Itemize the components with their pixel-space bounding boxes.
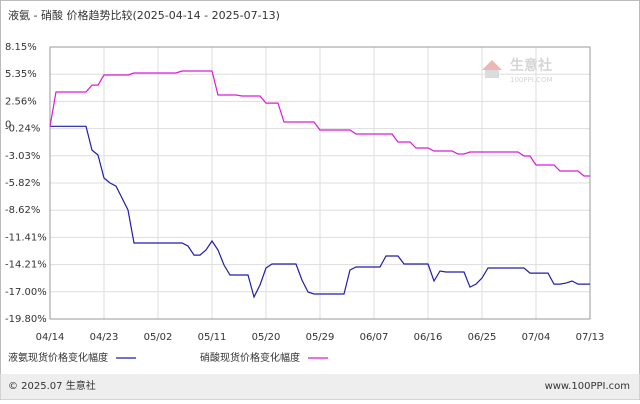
plot-border xyxy=(49,46,591,320)
x-tick-label: 06/25 xyxy=(468,332,497,343)
x-tick-label: 05/02 xyxy=(144,332,173,343)
x-tick-label: 05/11 xyxy=(198,332,227,343)
footer-right: www.100PPI.com xyxy=(545,381,630,392)
chart-title: 液氨 - 硝酸 价格趋势比较(2025-04-14 - 2025-07-13) xyxy=(8,8,280,22)
x-tick-label: 05/29 xyxy=(306,332,335,343)
legend-label: 液氨现货价格变化幅度 xyxy=(8,351,108,364)
x-tick-label: 05/20 xyxy=(252,332,281,343)
x-tick-label: 06/16 xyxy=(414,332,443,343)
x-tick-label: 06/07 xyxy=(360,332,389,343)
footer-left: © 2025.07 生意社 xyxy=(8,379,96,392)
x-tick-label: 04/23 xyxy=(90,332,119,343)
x-tick-label: 07/13 xyxy=(576,332,605,343)
y-tick-label: -5.82% xyxy=(5,178,40,189)
y-tick-label: -3.03% xyxy=(5,151,40,162)
y-tick-label: -14.21% xyxy=(5,260,47,271)
y-tick-label: -19.80% xyxy=(5,314,47,325)
x-tick-label: 04/14 xyxy=(36,332,65,343)
footer-band xyxy=(0,374,640,400)
y-tick-label: 8.15% xyxy=(5,42,37,53)
y-tick-label: 2.56% xyxy=(5,96,37,107)
y-tick-label: 5.35% xyxy=(5,69,37,80)
x-tick-label: 07/04 xyxy=(522,332,551,343)
zero-label: 0 xyxy=(5,119,11,130)
series-line xyxy=(50,125,590,299)
y-tick-label: -0.24% xyxy=(5,124,40,135)
watermark-text: 生意社 xyxy=(510,57,552,74)
series-line xyxy=(49,70,590,177)
watermark-text: 100PPI.COM xyxy=(510,76,553,84)
legend-label: 硝酸现货价格变化幅度 xyxy=(200,351,300,364)
watermark-logo xyxy=(482,60,502,70)
y-tick-label: -11.41% xyxy=(5,232,47,243)
y-tick-label: -17.00% xyxy=(5,287,47,298)
y-tick-label: -8.62% xyxy=(5,205,40,216)
